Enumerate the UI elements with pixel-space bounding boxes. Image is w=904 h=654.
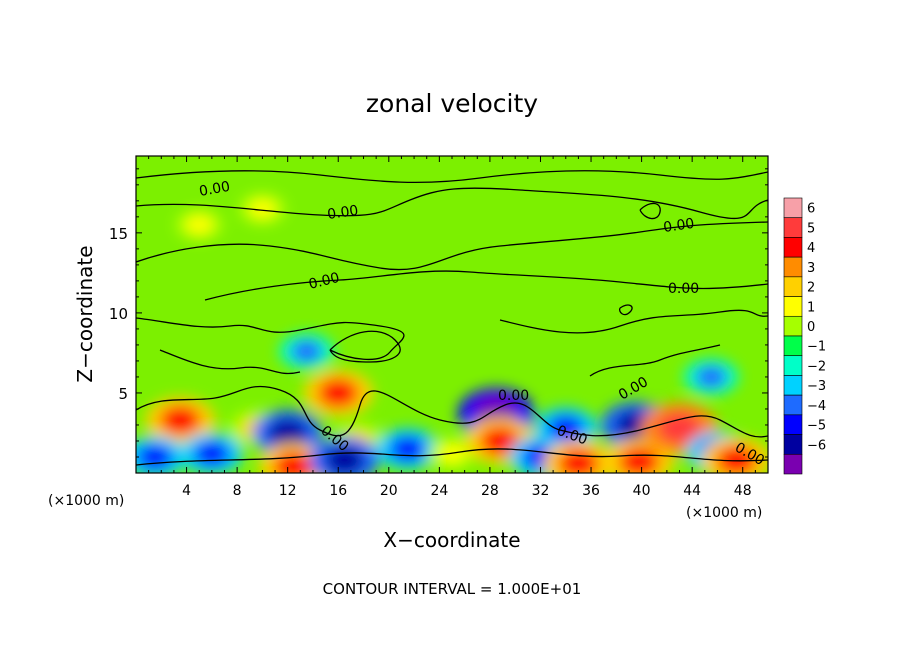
contour-interval-note: CONTOUR INTERVAL = 1.000E+01 <box>323 580 582 598</box>
field-anomaly-core <box>547 415 584 442</box>
colorbar-swatch <box>783 453 803 475</box>
colorbar-swatch <box>783 414 803 435</box>
zero-contour-line <box>136 448 768 466</box>
colorbar-swatch <box>783 315 803 337</box>
zero-contour-line <box>136 317 405 361</box>
x-tick-label: 48 <box>734 483 752 499</box>
field-anomaly-core <box>267 418 308 448</box>
plot-area: 0.00 0.00 0.00 0.00 0.00 0.00 0.00 0.00 … <box>136 156 768 473</box>
zero-contour-line <box>136 385 768 438</box>
contour-label: 0.00 <box>662 216 695 236</box>
field-anomaly-core <box>185 214 214 235</box>
contour-label: 0.00 <box>326 203 359 223</box>
colorbar-swatch <box>783 217 803 238</box>
zero-contour-line <box>136 187 768 220</box>
zero-contour-line <box>329 330 401 363</box>
field-anomaly-core <box>136 443 174 470</box>
x-tick-label: 36 <box>582 483 600 499</box>
colorbar-label: 6 <box>807 202 815 217</box>
contour-label: 0.00 <box>668 281 699 297</box>
x-tick-label: 4 <box>182 483 191 499</box>
x-tick-label: 16 <box>329 483 347 499</box>
colorbar-label: 4 <box>807 241 815 256</box>
colorbar-label: 3 <box>807 261 815 276</box>
x-tick-label: 32 <box>532 483 550 499</box>
colorbar-label: −5 <box>807 419 826 434</box>
colorbar-label: −1 <box>807 340 826 355</box>
colorbar-label: −4 <box>807 399 826 414</box>
colorbar-swatch <box>783 355 803 376</box>
zero-contour-line <box>639 202 661 220</box>
zero-contours <box>136 170 768 466</box>
zero-contour-line <box>204 270 768 301</box>
colorbar-swatch <box>783 335 803 357</box>
x-tick-label: 28 <box>481 483 499 499</box>
field-anomaly-core <box>618 447 660 473</box>
zero-contour-line <box>159 349 301 375</box>
x-tick-label: 8 <box>233 483 242 499</box>
zero-contour-line <box>136 170 768 184</box>
field-anomaly-core <box>716 445 757 473</box>
chart-title: zonal velocity <box>366 89 538 118</box>
colorbar-swatch <box>783 375 803 396</box>
zero-contour-line <box>136 221 768 271</box>
field-anomaly-core <box>290 339 323 363</box>
x-axis-ticks: 4 8 12 16 20 24 28 32 36 40 44 48 <box>148 156 756 499</box>
colorbar-label: 2 <box>807 281 815 296</box>
x-tick-label: 24 <box>430 483 448 499</box>
x-unit-right: (×1000 m) <box>686 505 762 521</box>
x-unit-left: (×1000 m) <box>48 493 124 509</box>
y-tick-label: 5 <box>118 385 128 403</box>
field-anomaly-core <box>159 405 201 435</box>
zero-contour-line <box>618 304 633 316</box>
colorbar-swatch <box>783 394 803 416</box>
contour-label: 0.00 <box>198 179 231 200</box>
colorbar-label: −3 <box>807 379 826 394</box>
velocity-field <box>136 192 768 473</box>
colorbar-swatch <box>783 256 803 278</box>
colorbar-swatch <box>783 434 803 455</box>
contour-label: 0.00 <box>307 270 341 293</box>
field-anomaly-core <box>479 426 521 456</box>
colorbar-swatch <box>783 197 803 219</box>
zero-contour-line <box>499 309 768 334</box>
field-anomaly-core <box>248 198 277 219</box>
y-axis-label: Z−coordinate <box>73 245 97 382</box>
colorbar-swatch <box>783 296 803 317</box>
colorbar-swatch <box>783 276 803 297</box>
x-tick-label: 20 <box>380 483 398 499</box>
colorbar-label: 0 <box>807 320 815 335</box>
y-axis-ticks: 5 10 15 <box>109 168 768 458</box>
colorbar-swatch <box>783 237 803 258</box>
contour-label: 0.00 <box>498 388 529 404</box>
x-tick-label: 12 <box>279 483 297 499</box>
y-tick-label: 10 <box>109 305 128 323</box>
zero-contour-line <box>589 344 721 377</box>
x-tick-label: 44 <box>683 483 701 499</box>
colorbar-label: 5 <box>807 221 815 236</box>
x-axis-label: X−coordinate <box>383 528 520 552</box>
field-anomaly-core <box>695 365 728 389</box>
colorbar-label: 1 <box>807 300 815 315</box>
y-tick-label: 15 <box>109 225 128 243</box>
colorbar: 6 5 4 3 2 1 0 −1 −2 −3 −4 −5 −6 <box>783 197 826 475</box>
x-tick-label: 40 <box>633 483 651 499</box>
colorbar-label: −6 <box>807 438 826 453</box>
colorbar-label: −2 <box>807 359 826 374</box>
field-anomaly-core <box>389 435 426 462</box>
field-anomaly-core <box>317 378 359 408</box>
field-anomaly-core <box>193 440 231 467</box>
field-anomaly-core <box>657 412 702 445</box>
